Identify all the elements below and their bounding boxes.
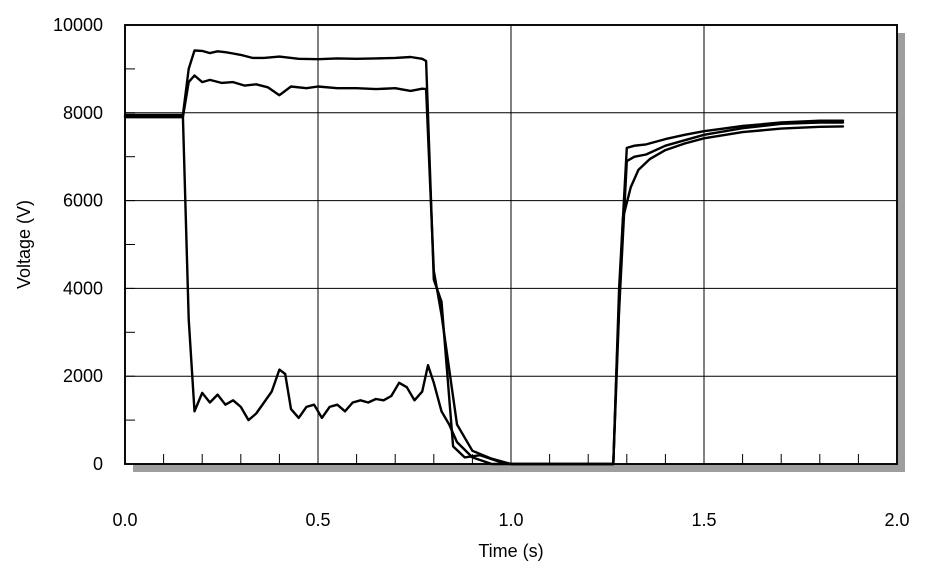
x-axis-title: Time (s) [478,541,543,561]
y-tick-label: 6000 [63,191,103,211]
y-tick-labels: 0 2000 4000 6000 8000 10000 [53,15,103,474]
series-line-2 [123,74,845,466]
plot-frame [124,24,898,465]
x-tick-label: 0.0 [112,510,137,530]
x-tick-label: 2.0 [884,510,909,530]
y-tick-label: 8000 [63,103,103,123]
series-line-1 [123,49,845,466]
x-tick-label: 0.5 [305,510,330,530]
y-tick-label: 10000 [53,15,103,35]
x-tick-label: 1.5 [691,510,716,530]
series-line-3 [123,115,845,466]
series-lines [123,49,845,466]
x-tick-label: 1.0 [498,510,523,530]
y-tick-label: 4000 [63,278,103,298]
y-tick-label: 2000 [63,366,103,386]
y-tick-label: 0 [93,454,103,474]
x-tick-labels: 0.0 0.5 1.0 1.5 2.0 [112,510,909,530]
y-axis-title: Voltage (V) [14,200,34,289]
